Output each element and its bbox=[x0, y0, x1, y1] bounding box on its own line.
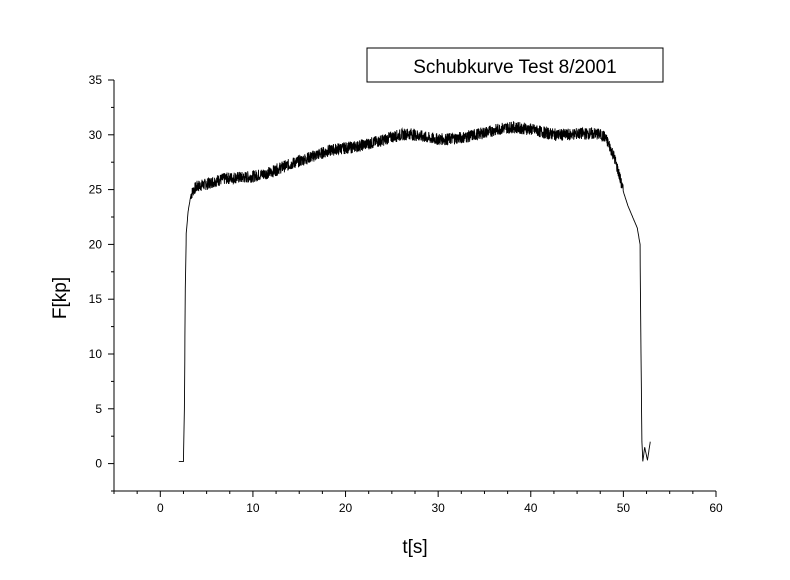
plot-area bbox=[178, 121, 651, 462]
thrust-series-line bbox=[178, 121, 651, 462]
y-tick-label: 5 bbox=[95, 402, 102, 416]
chart-title-box: Schubkurve Test 8/2001 bbox=[366, 47, 664, 83]
x-tick-label: 10 bbox=[246, 501, 260, 515]
y-tick-label: 15 bbox=[89, 292, 103, 306]
x-axis-label: t[s] bbox=[402, 537, 427, 558]
x-tick-label: 30 bbox=[431, 501, 445, 515]
y-axis-label: F[kp] bbox=[50, 277, 71, 319]
x-tick-label: 40 bbox=[524, 501, 538, 515]
y-tick-label: 30 bbox=[89, 128, 103, 142]
x-tick-label: 50 bbox=[617, 501, 631, 515]
x-tick-label: 0 bbox=[157, 501, 164, 515]
y-tick-label: 20 bbox=[89, 237, 103, 251]
x-axis-ticks: 0 10 20 30 40 50 60 bbox=[113, 491, 723, 515]
y-tick-label: 25 bbox=[89, 183, 103, 197]
y-tick-label: 0 bbox=[95, 457, 102, 471]
x-tick-label: 20 bbox=[339, 501, 353, 515]
y-tick-label: 35 bbox=[89, 73, 103, 87]
axes-frame bbox=[113, 80, 716, 492]
y-tick-label: 10 bbox=[89, 347, 103, 361]
y-axis-ticks: 0 5 10 15 20 25 30 35 bbox=[89, 73, 114, 492]
x-tick-label: 60 bbox=[709, 501, 723, 515]
chart-title: Schubkurve Test 8/2001 bbox=[413, 57, 617, 78]
